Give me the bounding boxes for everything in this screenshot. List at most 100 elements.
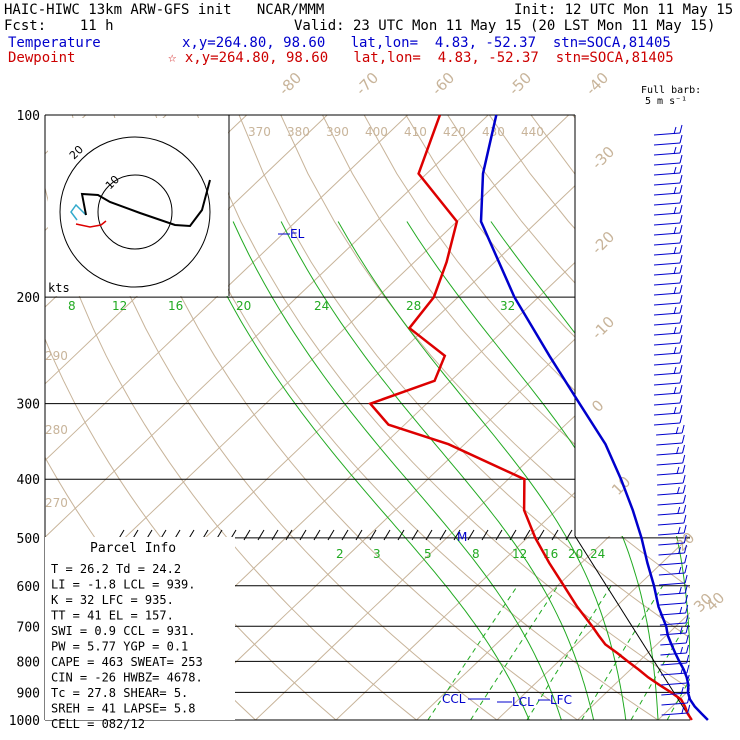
- wind-barb-flag: [679, 254, 683, 264]
- isotherm-label: -30: [588, 143, 618, 173]
- pressure-tick-label: 800: [17, 655, 40, 670]
- hatch-mark: [565, 529, 573, 541]
- isotherm-label: -10: [588, 313, 618, 343]
- wind-barb-flag: [673, 226, 677, 235]
- dry-adiabat-line: [45, 115, 417, 720]
- dry-adiabat-line: [322, 115, 690, 720]
- wind-barb: [659, 592, 686, 596]
- wind-barb-flag: [684, 564, 688, 574]
- mixing-ratio-label-lower: 20: [568, 547, 583, 561]
- wind-barb-flag: [685, 594, 688, 604]
- wind-barb-flag: [676, 466, 680, 475]
- wind-barb: [653, 222, 681, 226]
- moist-adiabat-line: [280, 221, 595, 720]
- wind-barb-flag: [679, 244, 683, 254]
- wind-barb: [653, 332, 681, 336]
- isotherm-line: [45, 115, 328, 720]
- wind-barb-flag: [684, 554, 688, 564]
- parcel-info-row: Tc = 27.8 SHEAR= 5.: [51, 686, 188, 700]
- wind-barb-flag: [685, 624, 689, 634]
- parcel-info-row: CIN = -26 HWBZ= 4678.: [51, 671, 203, 685]
- wind-barb: [653, 312, 681, 316]
- wind-barb-flag: [686, 654, 690, 664]
- wind-barb-flag: [673, 286, 677, 295]
- wind-barb: [653, 302, 681, 306]
- dry-adiabat-line: [280, 115, 690, 720]
- wind-barb: [653, 412, 681, 416]
- parcel-info-title: Parcel Info: [90, 541, 176, 556]
- wind-barb: [656, 462, 683, 466]
- wind-barb: [653, 142, 681, 146]
- hatch-mark: [299, 529, 307, 541]
- wind-barb: [657, 502, 684, 506]
- wind-barb-flag: [673, 306, 677, 315]
- wind-barb-flag: [673, 126, 677, 135]
- wind-barb-flag: [683, 504, 687, 514]
- mixing-ratio-line: [470, 585, 559, 720]
- header-init-time: Init: 12 UTC Mon 11 May 15: [514, 2, 734, 18]
- right-border-diagonal: [574, 535, 691, 719]
- wind-barb: [653, 242, 681, 246]
- wind-barb: [657, 492, 684, 496]
- theta-label: 410: [404, 125, 427, 139]
- wind-barb-flag: [679, 354, 683, 364]
- wind-barb: [656, 442, 683, 446]
- parcel-info-row: SWI = 0.9 CCL = 931.: [51, 624, 196, 638]
- wind-barb: [656, 432, 683, 436]
- moist-adiabat-line: [232, 221, 562, 720]
- isotherm-label: -50: [505, 69, 535, 99]
- wind-barb-flag: [679, 394, 683, 404]
- wind-barb-flag: [686, 644, 689, 654]
- sounding-series: [368, 114, 709, 721]
- wind-barb-flag: [686, 674, 690, 684]
- pressure-tick-label: 900: [17, 686, 40, 701]
- wind-barb-flag: [673, 346, 677, 355]
- wind-barb-flag: [679, 274, 683, 284]
- wind-barb: [653, 132, 681, 136]
- level-marker-label: CCL: [442, 692, 466, 706]
- hatch-mark: [355, 529, 363, 541]
- wind-barb-flag: [686, 684, 690, 694]
- mixing-ratio-label-upper: 12: [112, 299, 127, 313]
- dry-adiabat-line: [655, 115, 690, 720]
- wind-barb: [653, 272, 681, 276]
- hatch-mark: [313, 529, 321, 541]
- wind-barb-flag: [679, 154, 683, 164]
- parcel-info-row: CAPE = 463 SWEAT= 253: [51, 655, 203, 669]
- wind-barb: [653, 372, 681, 376]
- theta-label: 400: [365, 125, 388, 139]
- pressure-tick-label: 200: [17, 291, 40, 306]
- wind-barb-flag: [684, 544, 687, 554]
- hodograph-units-label: kts: [48, 281, 70, 295]
- pressure-tick-label: 500: [17, 532, 40, 547]
- mixing-ratio-label-upper: 20: [236, 299, 251, 313]
- wind-barb: [653, 192, 681, 196]
- isotherm-label: 10: [608, 473, 634, 499]
- wind-barb-flag: [680, 666, 684, 675]
- wind-barb-flag: [678, 546, 681, 555]
- hatch-mark: [537, 529, 545, 541]
- wind-barb: [657, 482, 684, 486]
- pressure-tick-label: 1000: [9, 714, 40, 729]
- wind-barb: [658, 532, 685, 536]
- pressure-tick-label: 600: [17, 580, 40, 595]
- dry-adiabat-line: [238, 115, 690, 720]
- wind-barb-flag: [680, 686, 684, 695]
- wind-barb: [653, 202, 681, 206]
- wind-barb-flag: [679, 124, 683, 134]
- wind-barb-flag: [673, 166, 677, 175]
- wind-barb-flag: [681, 706, 685, 715]
- isotherm-line: [45, 115, 489, 720]
- wind-barb-flag: [679, 404, 683, 414]
- wind-barb: [658, 572, 685, 576]
- mixing-ratio-line: [427, 585, 518, 720]
- mixing-ratio-label-upper: 8: [68, 299, 76, 313]
- wind-barb-flag: [679, 264, 683, 274]
- wind-barb-flag: [684, 574, 688, 584]
- wind-barb-flag: [679, 324, 683, 334]
- level-markers: EL M CCL LCL LFC: [278, 227, 572, 709]
- header-valid-time: Valid: 23 UTC Mon 11 May 15 (20 LST Mon …: [294, 18, 716, 34]
- wind-barb-flag: [685, 614, 689, 624]
- hatch-mark: [467, 529, 475, 541]
- wind-barb: [661, 712, 688, 716]
